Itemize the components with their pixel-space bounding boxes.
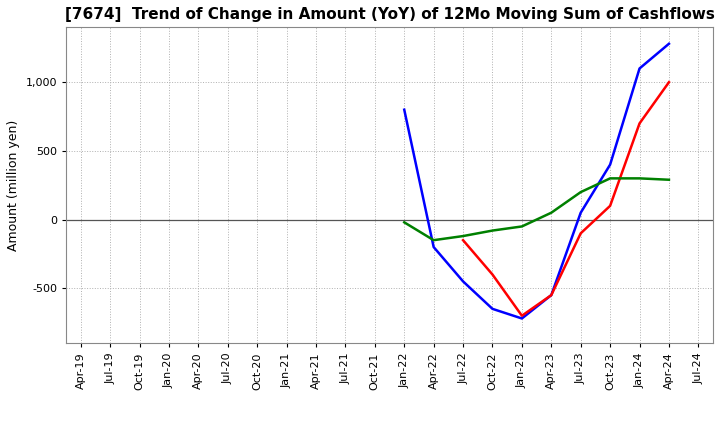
- Investing Cashflow: [488, 228, 497, 233]
- Title: [7674]  Trend of Change in Amount (YoY) of 12Mo Moving Sum of Cashflows: [7674] Trend of Change in Amount (YoY) o…: [65, 7, 714, 22]
- Free Cashflow: [400, 107, 408, 112]
- Operating Cashflow: [665, 80, 673, 85]
- Free Cashflow: [635, 66, 644, 71]
- Line: Investing Cashflow: Investing Cashflow: [404, 178, 669, 240]
- Line: Operating Cashflow: Operating Cashflow: [463, 82, 669, 316]
- Investing Cashflow: [577, 190, 585, 195]
- Free Cashflow: [429, 244, 438, 249]
- Investing Cashflow: [400, 220, 408, 225]
- Investing Cashflow: [547, 210, 556, 215]
- Investing Cashflow: [606, 176, 614, 181]
- Operating Cashflow: [577, 231, 585, 236]
- Investing Cashflow: [518, 224, 526, 229]
- Operating Cashflow: [518, 313, 526, 319]
- Operating Cashflow: [606, 203, 614, 209]
- Operating Cashflow: [547, 293, 556, 298]
- Investing Cashflow: [635, 176, 644, 181]
- Free Cashflow: [606, 162, 614, 167]
- Operating Cashflow: [488, 272, 497, 277]
- Investing Cashflow: [459, 234, 467, 239]
- Investing Cashflow: [665, 177, 673, 183]
- Operating Cashflow: [635, 121, 644, 126]
- Free Cashflow: [577, 210, 585, 215]
- Operating Cashflow: [459, 238, 467, 243]
- Free Cashflow: [488, 306, 497, 312]
- Free Cashflow: [547, 293, 556, 298]
- Free Cashflow: [459, 279, 467, 284]
- Free Cashflow: [665, 41, 673, 46]
- Free Cashflow: [518, 316, 526, 321]
- Investing Cashflow: [429, 238, 438, 243]
- Y-axis label: Amount (million yen): Amount (million yen): [7, 120, 20, 251]
- Line: Free Cashflow: Free Cashflow: [404, 44, 669, 319]
